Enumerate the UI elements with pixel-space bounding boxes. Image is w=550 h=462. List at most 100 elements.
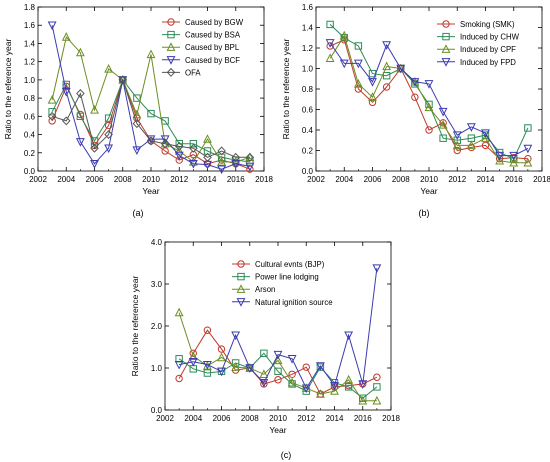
data-point [90, 143, 99, 153]
data-point [330, 381, 339, 391]
data-point [48, 108, 56, 116]
data-point [202, 360, 212, 370]
x-tick-label: 2008 [241, 414, 259, 423]
y-tick-label: 0.8 [24, 94, 36, 103]
x-tick-label: 2016 [354, 414, 372, 423]
data-point [382, 83, 391, 91]
legend-label: OFA [185, 68, 201, 77]
x-tick-label: 2002 [307, 175, 325, 184]
data-point [245, 152, 255, 162]
data-point [396, 64, 406, 74]
legend-swatch-marker [441, 44, 451, 53]
x-tick-label: 2018 [533, 175, 550, 184]
y-tick-label: 1.4 [24, 39, 36, 48]
legend-label: Induced by CHW [460, 33, 520, 42]
legend-label: Induced by FPD [460, 58, 516, 67]
x-tick-label: 2006 [213, 414, 231, 423]
data-point [203, 134, 212, 143]
data-point [326, 42, 334, 50]
x-tick-label: 2014 [199, 175, 217, 184]
legend-label: Natural ignition source [255, 298, 333, 307]
data-point [189, 139, 198, 148]
legend-swatch-marker [441, 58, 451, 67]
series-4 [174, 264, 382, 394]
data-point [339, 30, 349, 40]
legend-swatch-marker [237, 272, 245, 281]
data-point [75, 138, 85, 147]
data-point [132, 119, 142, 129]
y-tick-label: 0.6 [302, 106, 314, 115]
data-point [353, 59, 363, 69]
data-point [174, 141, 184, 151]
data-point [481, 133, 490, 142]
data-point [188, 160, 198, 169]
data-point [344, 383, 353, 391]
panel-label: (a) [133, 208, 144, 218]
data-point [217, 146, 226, 156]
data-point [217, 352, 226, 362]
panel-label: (c) [281, 450, 292, 460]
data-point [368, 92, 377, 101]
data-point [245, 364, 255, 373]
data-point [217, 165, 227, 175]
data-point [160, 135, 170, 145]
data-point [438, 119, 448, 129]
y-tick-label: 1.2 [24, 58, 36, 67]
legend: Caused by BGW Caused by BSA Caused by BPL C… [162, 18, 244, 77]
data-point [104, 64, 114, 73]
series-1 [326, 36, 532, 163]
data-point [203, 152, 212, 162]
data-point [217, 367, 226, 377]
series-line [178, 352, 378, 399]
x-tick-label: 2012 [448, 175, 466, 184]
y-axis-label: Ratio to the reference year [281, 39, 291, 140]
data-point [358, 395, 368, 405]
data-point [274, 376, 282, 384]
data-point [259, 379, 269, 388]
data-point [315, 362, 325, 371]
data-point [231, 362, 241, 371]
data-point [424, 80, 434, 89]
data-point [302, 363, 310, 371]
data-point [368, 78, 377, 87]
series-5 [47, 75, 255, 162]
legend-label: Caused by BPL [185, 43, 240, 52]
data-point [132, 146, 142, 155]
data-point [354, 85, 363, 93]
data-point [424, 102, 434, 112]
y-tick-label: 0.2 [24, 149, 36, 158]
data-point [425, 126, 433, 134]
data-point [339, 59, 349, 69]
data-point [231, 156, 241, 166]
x-tick-label: 2002 [29, 175, 47, 184]
data-point [325, 53, 335, 62]
data-point [203, 326, 212, 334]
data-point [76, 112, 85, 121]
data-point [325, 39, 335, 48]
data-point [495, 155, 505, 165]
data-point [273, 350, 283, 360]
data-point [372, 395, 382, 405]
data-point [62, 80, 70, 89]
data-point [47, 95, 57, 104]
x-tick-label: 2018 [382, 414, 400, 423]
data-point [175, 355, 183, 363]
chart-panel-1: 2002 2004 2006 2008 2010 2012 2014 2016 2018 0.0 0… [3, 3, 273, 218]
data-point [174, 360, 184, 370]
data-point [48, 117, 56, 125]
data-point [188, 351, 198, 360]
y-tick-label: 4.0 [151, 238, 163, 247]
data-point [326, 20, 334, 29]
data-point [452, 140, 462, 150]
data-point [481, 129, 490, 138]
legend-label: Caused by BCF [185, 56, 240, 65]
x-axis-label: Year [142, 186, 159, 196]
data-point [382, 71, 391, 80]
data-point [47, 21, 57, 31]
data-point [453, 146, 461, 155]
series-4 [325, 39, 533, 161]
data-point [524, 155, 532, 163]
data-point [104, 144, 114, 154]
data-point [359, 394, 367, 402]
legend-swatch-marker [442, 32, 450, 41]
